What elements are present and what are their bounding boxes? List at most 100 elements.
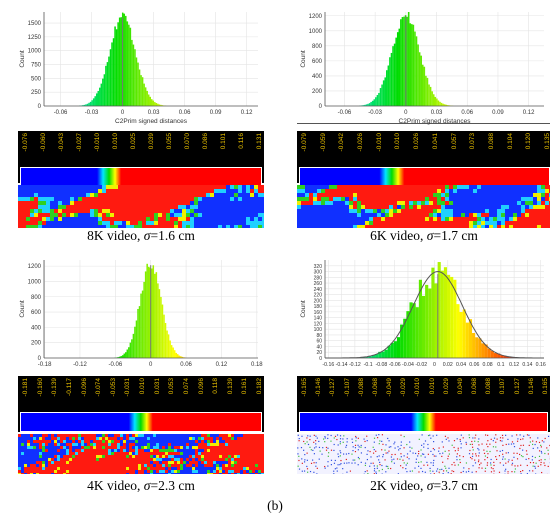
map-cell bbox=[478, 438, 480, 440]
map-cell bbox=[373, 465, 375, 467]
map-cell bbox=[535, 473, 537, 474]
map-cell bbox=[349, 470, 351, 472]
map-cell bbox=[135, 473, 138, 474]
map-cell bbox=[301, 435, 303, 437]
map-cell bbox=[262, 225, 264, 228]
map-cell bbox=[354, 444, 357, 446]
map-cell bbox=[214, 205, 218, 209]
map-cell bbox=[75, 452, 78, 455]
map-cell bbox=[230, 217, 234, 221]
map-cell bbox=[26, 217, 30, 221]
map-cell bbox=[453, 461, 455, 464]
colorbar-8k bbox=[20, 167, 262, 187]
y-tick-label: 800 bbox=[31, 295, 42, 301]
map-cell bbox=[397, 205, 401, 209]
map-cell bbox=[325, 213, 329, 217]
map-cell bbox=[481, 443, 483, 445]
histogram-bar bbox=[400, 19, 402, 106]
map-cell bbox=[102, 434, 105, 437]
map-cell bbox=[54, 452, 57, 455]
histogram-bar bbox=[497, 353, 501, 358]
map-cell bbox=[366, 453, 368, 455]
map-cell bbox=[313, 209, 317, 213]
map-cell bbox=[192, 473, 195, 474]
map-cell bbox=[313, 185, 317, 189]
map-cell bbox=[82, 221, 86, 225]
map-cell bbox=[316, 437, 318, 439]
color-scale-8k: -0.076 -0.060 -0.043 -0.027 -0.010 0.010 0.025… bbox=[18, 131, 264, 187]
map-cell bbox=[325, 185, 329, 189]
map-cell bbox=[438, 447, 440, 449]
map-cell bbox=[385, 471, 387, 473]
map-cell bbox=[493, 221, 497, 225]
map-cell bbox=[228, 434, 231, 437]
map-cell bbox=[502, 464, 505, 466]
map-cell bbox=[385, 213, 389, 217]
histogram-bar bbox=[112, 38, 115, 106]
map-cell bbox=[153, 437, 156, 440]
map-cell bbox=[465, 185, 469, 189]
map-cell bbox=[321, 205, 325, 209]
map-cell bbox=[501, 197, 505, 201]
histogram-bar bbox=[412, 24, 415, 106]
map-cell bbox=[177, 461, 180, 464]
map-cell bbox=[36, 458, 39, 461]
map-cell bbox=[234, 193, 238, 197]
map-cell bbox=[541, 440, 543, 442]
histogram-bar bbox=[158, 289, 161, 358]
map-cell bbox=[231, 437, 234, 440]
map-cell bbox=[262, 213, 264, 217]
map-cell bbox=[90, 221, 94, 225]
map-cell bbox=[472, 453, 474, 455]
map-cell bbox=[144, 464, 147, 467]
map-cell bbox=[38, 225, 42, 228]
map-cell bbox=[517, 205, 521, 209]
map-cell bbox=[450, 473, 452, 474]
map-cell bbox=[180, 434, 183, 437]
histogram-bar bbox=[421, 64, 424, 106]
map-cell bbox=[517, 193, 521, 197]
scale-tick-label: 0.010 bbox=[139, 378, 146, 395]
histogram-bar bbox=[154, 273, 156, 358]
map-cell bbox=[489, 462, 492, 464]
map-cell bbox=[447, 437, 449, 439]
scale-tick-label: -0.053 bbox=[109, 378, 117, 397]
map-cell bbox=[216, 467, 219, 470]
map-cell bbox=[421, 470, 424, 473]
map-cell bbox=[30, 461, 33, 464]
map-cell bbox=[485, 205, 489, 209]
map-cell bbox=[445, 467, 447, 469]
map-cell bbox=[501, 217, 505, 221]
map-cell bbox=[219, 455, 222, 458]
map-cell bbox=[21, 449, 24, 452]
scale-tick-label: 0.039 bbox=[148, 133, 155, 150]
map-cell bbox=[429, 201, 433, 205]
map-cell bbox=[457, 189, 461, 193]
map-cell bbox=[341, 201, 345, 205]
map-cell bbox=[54, 213, 58, 217]
map-cell bbox=[210, 221, 214, 225]
histogram-bar bbox=[155, 102, 158, 106]
map-cell bbox=[180, 437, 183, 440]
map-cell bbox=[495, 456, 497, 458]
map-cell bbox=[99, 437, 102, 440]
map-cell bbox=[297, 465, 299, 467]
map-cell bbox=[240, 434, 243, 437]
map-cell bbox=[126, 225, 130, 228]
map-cell bbox=[297, 185, 301, 189]
map-cell bbox=[481, 193, 485, 197]
map-cell bbox=[132, 440, 135, 443]
map-cell bbox=[189, 452, 192, 455]
map-cell bbox=[297, 225, 301, 228]
map-cell bbox=[171, 443, 174, 446]
y-tick-label: 1500 bbox=[28, 21, 42, 27]
map-cell bbox=[397, 446, 399, 448]
map-cell bbox=[108, 434, 111, 437]
map-cell bbox=[63, 446, 66, 449]
histogram-bar bbox=[379, 88, 382, 106]
map-cell bbox=[174, 470, 177, 473]
map-cell bbox=[62, 225, 66, 228]
map-cell bbox=[461, 205, 465, 209]
map-cell bbox=[513, 452, 515, 454]
map-cell bbox=[472, 465, 474, 467]
